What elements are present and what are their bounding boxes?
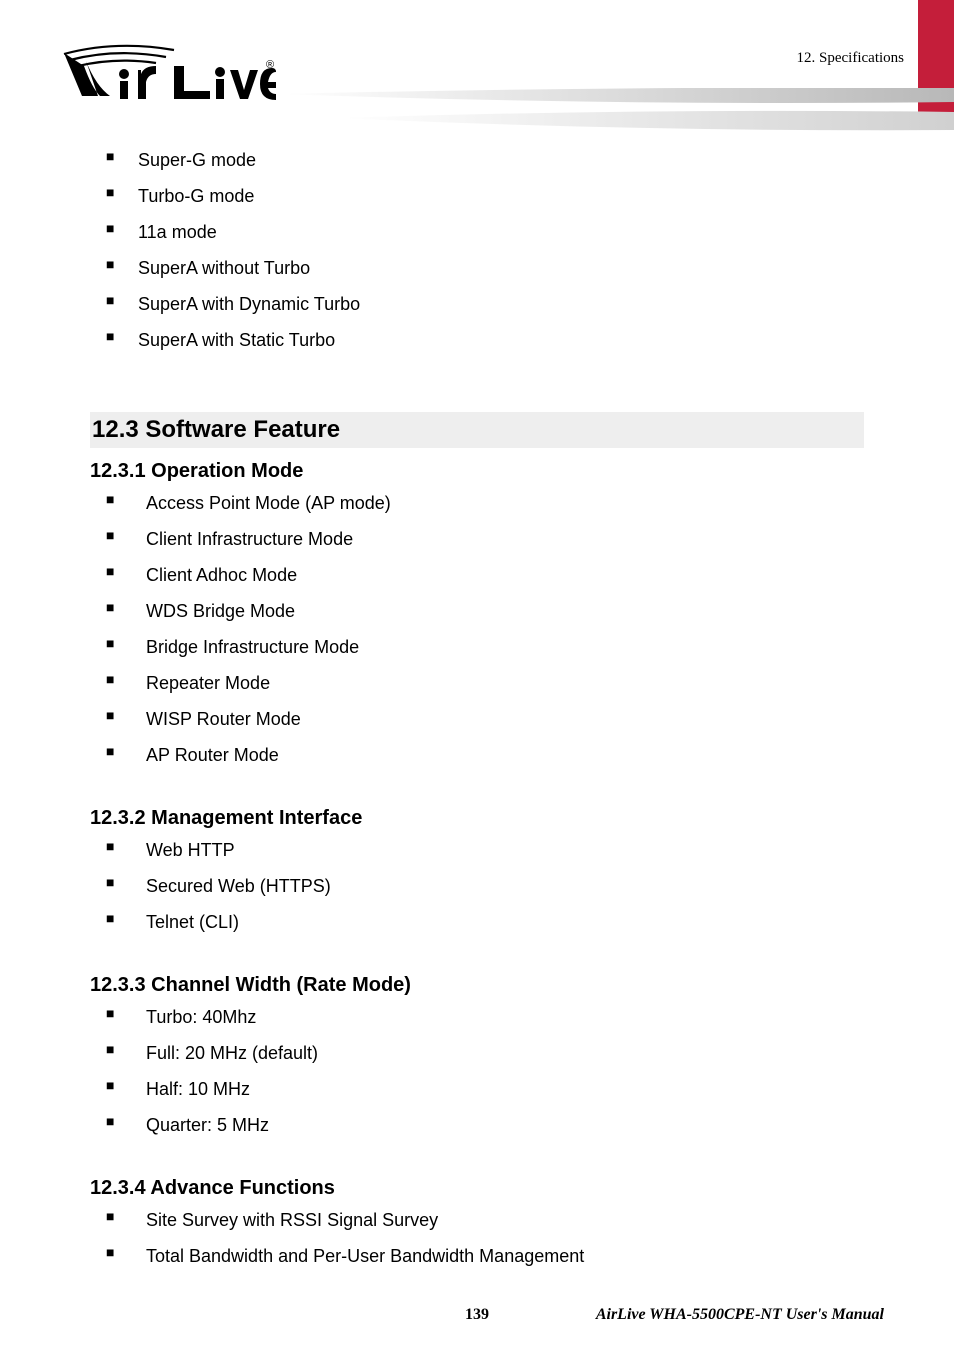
list-item: SuperA with Dynamic Turbo bbox=[106, 286, 864, 322]
header-breadcrumb: 12. Specifications bbox=[797, 50, 904, 67]
list-item: Site Survey with RSSI Signal Survey bbox=[106, 1202, 864, 1238]
top-bullet-list: Super-G mode Turbo-G mode 11a mode Super… bbox=[90, 142, 864, 358]
sub-heading-advance-functions: 12.3.4 Advance Functions bbox=[90, 1177, 864, 1200]
section-title: 12.3 Software Feature bbox=[90, 412, 864, 448]
channel-width-list: Turbo: 40Mhz Full: 20 MHz (default) Half… bbox=[90, 999, 864, 1143]
svg-text:®: ® bbox=[266, 59, 274, 71]
list-item: WDS Bridge Mode bbox=[106, 593, 864, 629]
list-item: Access Point Mode (AP mode) bbox=[106, 485, 864, 521]
management-interface-list: Web HTTP Secured Web (HTTPS) Telnet (CLI… bbox=[90, 832, 864, 940]
page-content: Super-G mode Turbo-G mode 11a mode Super… bbox=[0, 130, 954, 1274]
list-item: Secured Web (HTTPS) bbox=[106, 868, 864, 904]
operation-mode-list: Access Point Mode (AP mode) Client Infra… bbox=[90, 485, 864, 773]
sub-heading-operation-mode: 12.3.1 Operation Mode bbox=[90, 460, 864, 483]
list-item: Quarter: 5 MHz bbox=[106, 1107, 864, 1143]
list-item: Telnet (CLI) bbox=[106, 904, 864, 940]
list-item: Client Infrastructure Mode bbox=[106, 521, 864, 557]
list-item: Client Adhoc Mode bbox=[106, 557, 864, 593]
header-gradient-swoosh bbox=[280, 88, 954, 138]
list-item: AP Router Mode bbox=[106, 737, 864, 773]
list-item: 11a mode bbox=[106, 214, 864, 250]
list-item: Bridge Infrastructure Mode bbox=[106, 629, 864, 665]
footer-manual-title: AirLive WHA-5500CPE-NT User's Manual bbox=[596, 1306, 884, 1324]
list-item: SuperA without Turbo bbox=[106, 250, 864, 286]
list-item: Super-G mode bbox=[106, 142, 864, 178]
list-item: Web HTTP bbox=[106, 832, 864, 868]
list-item: Half: 10 MHz bbox=[106, 1071, 864, 1107]
list-item: Repeater Mode bbox=[106, 665, 864, 701]
advance-functions-list: Site Survey with RSSI Signal Survey Tota… bbox=[90, 1202, 864, 1274]
airlive-logo: ® bbox=[56, 38, 276, 108]
list-item: Turbo-G mode bbox=[106, 178, 864, 214]
sub-heading-channel-width: 12.3.3 Channel Width (Rate Mode) bbox=[90, 974, 864, 997]
list-item: WISP Router Mode bbox=[106, 701, 864, 737]
list-item: Total Bandwidth and Per-User Bandwidth M… bbox=[106, 1238, 864, 1274]
list-item: Turbo: 40Mhz bbox=[106, 999, 864, 1035]
list-item: SuperA with Static Turbo bbox=[106, 322, 864, 358]
list-item: Full: 20 MHz (default) bbox=[106, 1035, 864, 1071]
sub-heading-management-interface: 12.3.2 Management Interface bbox=[90, 807, 864, 830]
page-number: 139 bbox=[465, 1306, 489, 1324]
page-header: 12. Specifications ® bbox=[0, 0, 954, 130]
